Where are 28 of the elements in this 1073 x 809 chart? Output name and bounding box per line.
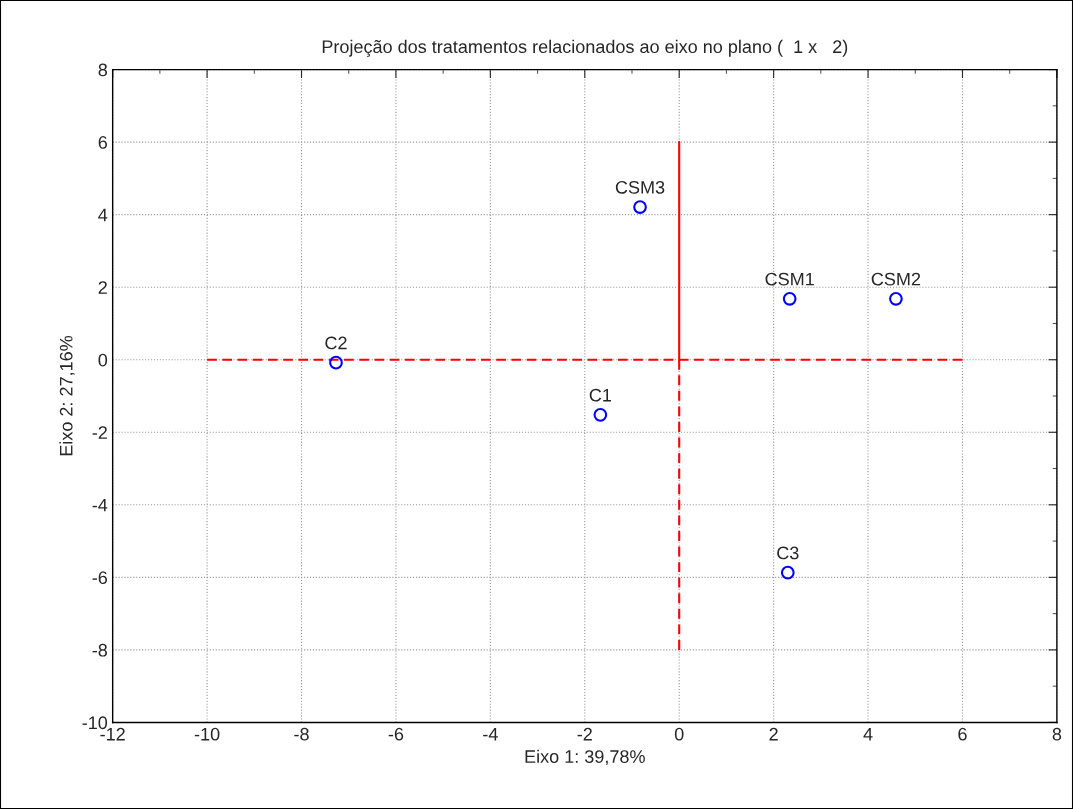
annotation: CSM3: [615, 180, 665, 194]
annotation: C1: [589, 388, 612, 402]
annotation: C3: [777, 546, 799, 560]
y-tick-label: -2: [92, 426, 107, 439]
x-tick-label: -10: [194, 727, 220, 741]
x-tick-label: -2: [577, 727, 592, 741]
x-tick-label: 2: [769, 727, 778, 741]
x-tick-label: 8: [1052, 727, 1062, 741]
chart-title: Projeção dos tratamentos relacionados ao eixo no plano ( 1 x 2): [322, 39, 848, 57]
y-tick-label: -8: [92, 643, 108, 657]
x-axis-title: Eixo 1: 39,78%: [525, 749, 645, 766]
y-axis-title: Eixo 2: 27,16%: [59, 335, 75, 456]
x-tick-label: 6: [958, 727, 967, 741]
x-tick-label: 4: [863, 727, 873, 741]
y-tick-label: -4: [92, 498, 108, 512]
y-tick-label: 2: [98, 281, 107, 294]
annotation: CSM1: [765, 272, 814, 286]
annotation: CSM2: [871, 272, 921, 286]
x-tick-label: 0: [674, 727, 684, 741]
y-tick-label: 8: [98, 63, 108, 77]
y-tick-label: 6: [98, 136, 108, 149]
x-tick-label: -4: [483, 727, 498, 741]
y-tick-label: 0: [98, 353, 108, 367]
x-tick-label: -6: [388, 727, 404, 741]
annotation: C2: [325, 336, 347, 350]
y-tick-label: -6: [92, 571, 108, 585]
y-tick-label: 4: [98, 208, 108, 222]
x-tick-label: -8: [294, 727, 309, 741]
